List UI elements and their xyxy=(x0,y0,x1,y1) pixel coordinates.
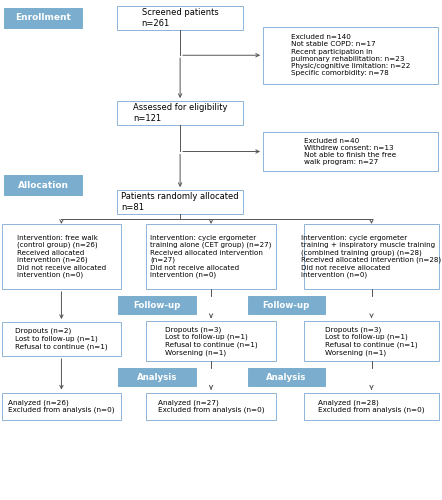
FancyBboxPatch shape xyxy=(304,224,439,289)
FancyBboxPatch shape xyxy=(117,101,243,125)
FancyBboxPatch shape xyxy=(146,321,276,361)
Text: Intervention: free walk
(control group) (n=26)
Received allocated
intervention (: Intervention: free walk (control group) … xyxy=(17,234,106,279)
FancyBboxPatch shape xyxy=(118,368,196,386)
Text: Excluded n=40
Withdrew consent: n=13
Not able to finish the free
walk program: n: Excluded n=40 Withdrew consent: n=13 Not… xyxy=(304,138,396,166)
FancyBboxPatch shape xyxy=(118,296,196,314)
Text: Analyzed (n=28)
Excluded from analysis (n=0): Analyzed (n=28) Excluded from analysis (… xyxy=(318,399,425,413)
FancyBboxPatch shape xyxy=(304,392,439,420)
FancyBboxPatch shape xyxy=(146,224,276,289)
Text: Excluded n=140
Not stable COPD: n=17
Recent participation in
pulmonary rehabilit: Excluded n=140 Not stable COPD: n=17 Rec… xyxy=(290,34,410,76)
Text: Screened patients
n=261: Screened patients n=261 xyxy=(142,8,218,28)
FancyBboxPatch shape xyxy=(263,26,438,84)
FancyBboxPatch shape xyxy=(117,6,243,30)
FancyBboxPatch shape xyxy=(4,175,82,195)
Text: Assessed for eligibility
n=121: Assessed for eligibility n=121 xyxy=(133,103,227,123)
FancyBboxPatch shape xyxy=(2,392,121,420)
FancyBboxPatch shape xyxy=(248,296,325,314)
Text: Analysis: Analysis xyxy=(266,372,306,382)
FancyBboxPatch shape xyxy=(2,224,121,289)
FancyBboxPatch shape xyxy=(117,190,243,214)
Text: Intervention: cycle ergometer
training + inspiratory muscle training
(combined t: Intervention: cycle ergometer training +… xyxy=(301,234,442,279)
Text: Analysis: Analysis xyxy=(137,372,177,382)
FancyBboxPatch shape xyxy=(248,368,325,386)
Text: Follow-up: Follow-up xyxy=(133,300,181,310)
Text: Follow-up: Follow-up xyxy=(263,300,310,310)
FancyBboxPatch shape xyxy=(263,132,438,171)
FancyBboxPatch shape xyxy=(2,322,121,356)
Text: Patients randomly allocated
n=81: Patients randomly allocated n=81 xyxy=(121,192,239,212)
Text: Enrollment: Enrollment xyxy=(15,13,71,22)
FancyBboxPatch shape xyxy=(146,392,276,420)
FancyBboxPatch shape xyxy=(304,321,439,361)
Text: Intervention: cycle ergometer
training alone (CET group) (n=27)
Received allocat: Intervention: cycle ergometer training a… xyxy=(150,234,272,279)
Text: Analyzed (n=27)
Excluded from analysis (n=0): Analyzed (n=27) Excluded from analysis (… xyxy=(158,399,264,413)
FancyBboxPatch shape xyxy=(4,8,82,28)
Text: Dropouts (n=3)
Lost to follow-up (n=1)
Refusal to continue (n=1)
Worsening (n=1): Dropouts (n=3) Lost to follow-up (n=1) R… xyxy=(165,326,257,356)
Text: Dropouts (n=3)
Lost to follow-up (n=1)
Refusal to continue (n=1)
Worsening (n=1): Dropouts (n=3) Lost to follow-up (n=1) R… xyxy=(325,326,418,356)
Text: Dropouts (n=2)
Lost to follow-up (n=1)
Refusal to continue (n=1): Dropouts (n=2) Lost to follow-up (n=1) R… xyxy=(15,328,108,350)
Text: Analyzed (n=26)
Excluded from analysis (n=0): Analyzed (n=26) Excluded from analysis (… xyxy=(8,399,114,413)
Text: Allocation: Allocation xyxy=(18,180,69,190)
